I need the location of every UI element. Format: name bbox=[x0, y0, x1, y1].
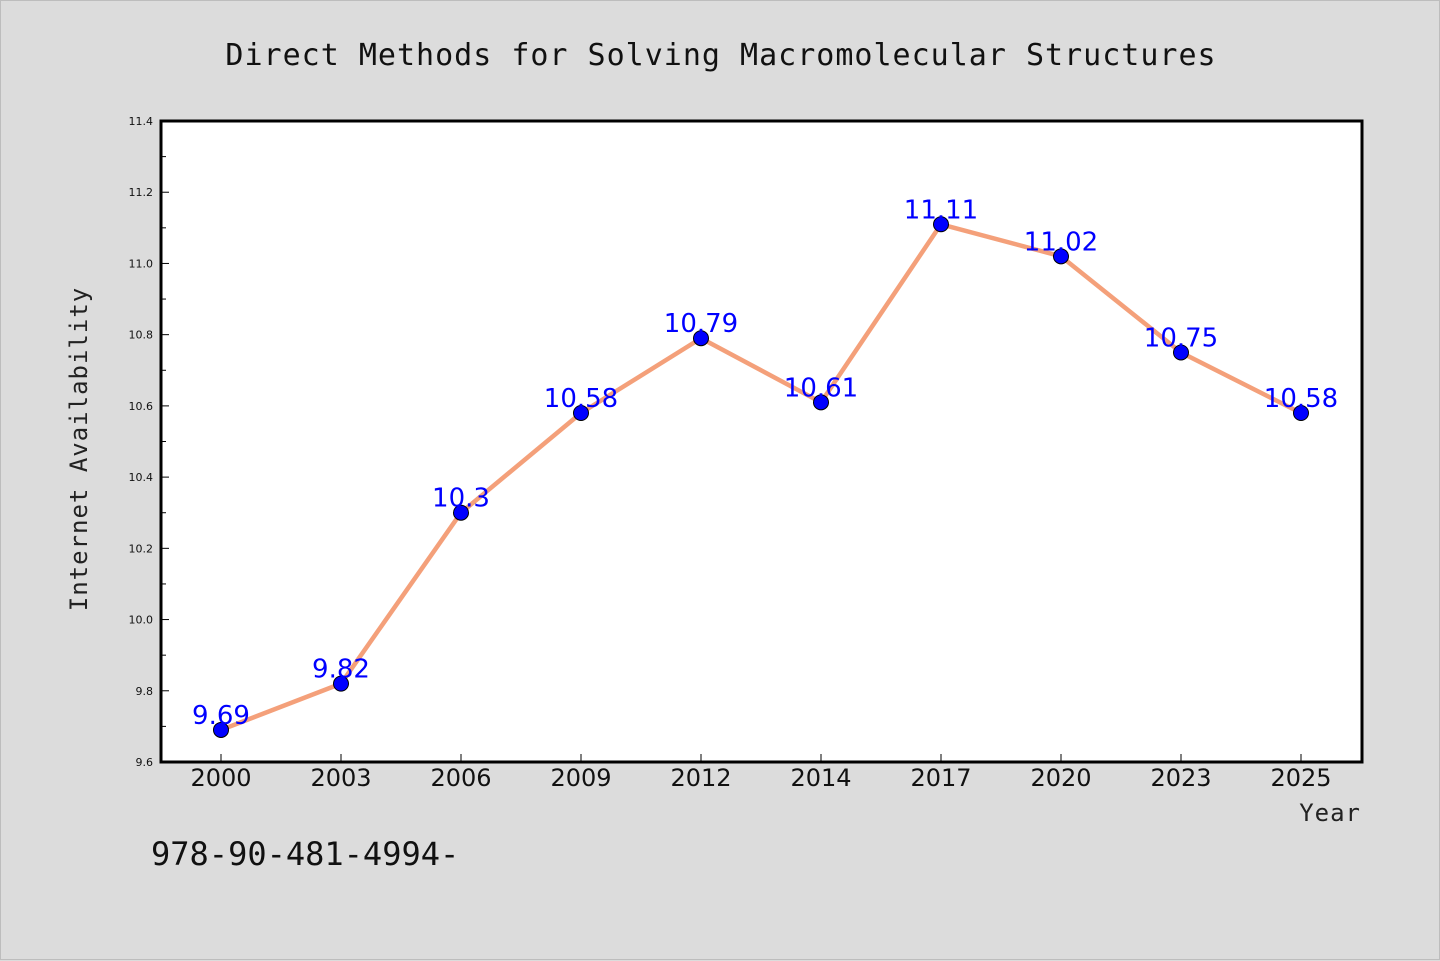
y-tick-label: 11.0 bbox=[129, 257, 154, 270]
data-point bbox=[333, 675, 349, 692]
data-point bbox=[693, 330, 709, 347]
x-tick-label: 2020 bbox=[1030, 764, 1091, 792]
y-tick-label: 10.2 bbox=[129, 542, 154, 555]
data-label: 10.58 bbox=[544, 384, 618, 414]
data-series bbox=[213, 216, 1309, 738]
data-label: 11.11 bbox=[904, 195, 978, 225]
y-tick-label: 10.8 bbox=[129, 329, 154, 342]
y-tick-label: 11.4 bbox=[129, 115, 154, 128]
data-point bbox=[1173, 344, 1189, 361]
data-point bbox=[813, 394, 829, 411]
data-label: 9.69 bbox=[192, 701, 250, 731]
data-label: 9.82 bbox=[312, 655, 370, 685]
data-labels: 9.69 9.82 10.3 10.58 10.79 10.61 11.11 11.02 10.… bbox=[192, 195, 1338, 731]
x-tick-label: 2012 bbox=[670, 764, 731, 792]
x-tick-label: 2003 bbox=[310, 764, 371, 792]
data-label: 10.79 bbox=[664, 309, 738, 339]
x-axis-label: Year bbox=[1299, 799, 1361, 827]
y-axis-label: Internet Availability bbox=[65, 287, 93, 611]
data-point bbox=[213, 721, 229, 738]
x-tick-label: 2023 bbox=[1150, 764, 1211, 792]
y-tick-label: 10.4 bbox=[129, 471, 154, 484]
y-tick-label: 9.6 bbox=[136, 756, 154, 769]
x-axis: 2000 2003 2006 2009 2012 2014 2017 2020 2023 2025 bbox=[190, 754, 1332, 792]
y-tick-label: 9.8 bbox=[136, 685, 154, 698]
x-tick-label: 2025 bbox=[1270, 764, 1331, 792]
x-tick-label: 2000 bbox=[190, 764, 251, 792]
x-tick-label: 2017 bbox=[910, 764, 971, 792]
data-label: 10.58 bbox=[1264, 384, 1338, 414]
series-line bbox=[220, 222, 1303, 733]
data-point bbox=[1053, 248, 1069, 265]
y-tick-label: 10.0 bbox=[129, 614, 154, 627]
footer-text: 978-90-481-4994- bbox=[151, 835, 459, 873]
data-point bbox=[573, 405, 589, 422]
chart-title: Direct Methods for Solving Macromolecula… bbox=[225, 38, 1216, 73]
data-point bbox=[1293, 405, 1309, 422]
data-point bbox=[453, 504, 469, 521]
y-axis: 9.6 9.8 10.0 10.2 10.4 10.6 10.8 11.0 11.2 11.4 bbox=[129, 115, 169, 769]
y-tick-label: 10.6 bbox=[129, 400, 154, 413]
x-tick-label: 2009 bbox=[550, 764, 611, 792]
x-tick-label: 2006 bbox=[430, 764, 491, 792]
x-tick-label: 2014 bbox=[790, 764, 851, 792]
data-label: 11.02 bbox=[1024, 227, 1098, 257]
data-label: 10.3 bbox=[432, 484, 490, 514]
data-label: 10.75 bbox=[1144, 323, 1218, 353]
data-point bbox=[933, 216, 949, 233]
y-tick-label: 11.2 bbox=[129, 186, 154, 199]
data-label: 10.61 bbox=[784, 373, 858, 403]
